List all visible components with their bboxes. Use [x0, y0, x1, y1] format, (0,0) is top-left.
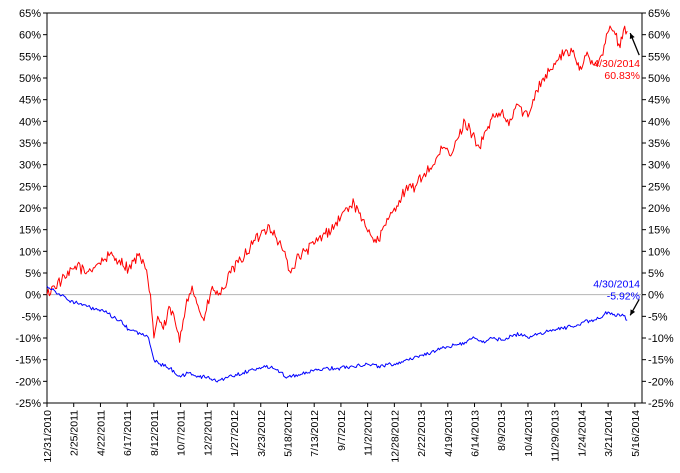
y-tick-label-right: 10% — [648, 246, 670, 258]
series-line-1 — [46, 285, 628, 383]
y-tick-label-left: 20% — [19, 203, 41, 215]
y-tick-label-right: 45% — [648, 95, 670, 107]
annotation-arrowhead — [630, 309, 636, 316]
y-tick-label-right: -15% — [648, 355, 674, 367]
y-tick-label-left: 60% — [19, 30, 41, 42]
y-tick-label-right: -20% — [648, 376, 674, 388]
y-tick-label-left: 35% — [19, 138, 41, 150]
annotation-value: -5.92% — [607, 290, 640, 302]
x-tick-label: 1/24/2014 — [576, 410, 588, 457]
y-tick-label-right: 0% — [648, 290, 664, 302]
y-tick-label-right: -5% — [648, 311, 668, 323]
annotation-value: 60.83% — [604, 70, 640, 82]
y-tick-label-left: -10% — [15, 333, 41, 345]
y-tick-label-left: 30% — [19, 160, 41, 172]
x-tick-label: 2/22/2013 — [416, 410, 428, 457]
y-tick-label-right: 5% — [648, 268, 664, 280]
x-tick-label: 5/16/2014 — [630, 410, 642, 457]
y-tick-label-left: 0% — [25, 290, 41, 302]
y-tick-label-left: 50% — [19, 73, 41, 85]
y-tick-label-right: 35% — [648, 138, 670, 150]
y-tick-label-right: 50% — [648, 73, 670, 85]
x-tick-label: 5/18/2012 — [282, 410, 294, 457]
annotation-date: 4/30/2014 — [593, 58, 640, 70]
x-tick-label: 3/21/2014 — [603, 410, 615, 457]
annotation-arrowhead — [629, 33, 635, 40]
y-tick-label-right: 15% — [648, 225, 670, 237]
y-tick-label-right: 20% — [648, 203, 670, 215]
y-tick-label-left: 25% — [19, 181, 41, 193]
y-tick-label-left: 65% — [19, 8, 41, 20]
y-tick-label-right: -25% — [648, 398, 674, 410]
left-axis: -25% -20% -15% -10% -5% 0% 5% 10% 15% 20% 25% 30% 35… — [15, 8, 47, 410]
x-tick-label: 12/28/2012 — [389, 410, 401, 463]
y-tick-label-left: 40% — [19, 116, 41, 128]
x-tick-label: 3/23/2012 — [256, 410, 268, 457]
x-tick-label: 4/22/2011 — [95, 410, 107, 456]
series-group — [46, 25, 628, 383]
y-tick-label-left: 55% — [19, 51, 41, 63]
y-tick-label-left: -15% — [15, 355, 41, 367]
x-tick-label: 6/14/2013 — [470, 410, 482, 457]
y-tick-label-left: 5% — [25, 268, 41, 280]
annotation-date: 4/30/2014 — [593, 278, 640, 290]
y-tick-label-right: 30% — [648, 160, 670, 172]
x-tick-label: 8/12/2011 — [149, 410, 161, 456]
y-tick-label-right: 25% — [648, 181, 670, 193]
y-tick-label-left: -25% — [15, 398, 41, 410]
x-tick-label: 10/7/2011 — [176, 410, 188, 456]
y-tick-label-right: 40% — [648, 116, 670, 128]
x-tick-label: 6/17/2011 — [122, 410, 134, 456]
x-tick-label: 4/19/2013 — [443, 410, 455, 457]
x-tick-label: 10/4/2013 — [523, 410, 535, 457]
x-tick-label: 11/29/2013 — [550, 410, 562, 462]
plot-frame — [46, 12, 643, 404]
y-tick-label-right: 60% — [648, 30, 670, 42]
x-tick-label: 11/2/2012 — [363, 410, 375, 456]
y-tick-label-left: -5% — [21, 311, 41, 323]
x-tick-label: 1/27/2012 — [229, 410, 241, 457]
x-tick-label: 9/7/2012 — [336, 410, 348, 451]
y-tick-label-right: 65% — [648, 8, 670, 20]
x-tick-label: 12/31/2010 — [42, 410, 54, 463]
y-tick-label-left: 15% — [19, 225, 41, 237]
x-tick-label: 2/25/2011 — [69, 410, 81, 456]
y-tick-label-right: 55% — [648, 51, 670, 63]
series-line-0 — [46, 25, 628, 343]
y-tick-label-left: 10% — [19, 246, 41, 258]
y-tick-label-left: -20% — [15, 376, 41, 388]
y-tick-label-left: 45% — [19, 95, 41, 107]
x-axis: 12/31/2010 2/25/2011 4/22/2011 6/17/2011 8/1… — [42, 403, 642, 463]
right-axis: -25% -20% -15% -10% -5% 0% 5% 10% 15% 20% 25% 30% 35… — [642, 8, 674, 410]
x-tick-label: 7/13/2012 — [309, 410, 321, 457]
x-tick-label: 8/9/2013 — [496, 410, 508, 451]
x-tick-label: 12/2/2011 — [202, 410, 214, 456]
y-tick-label-right: -10% — [648, 333, 674, 345]
